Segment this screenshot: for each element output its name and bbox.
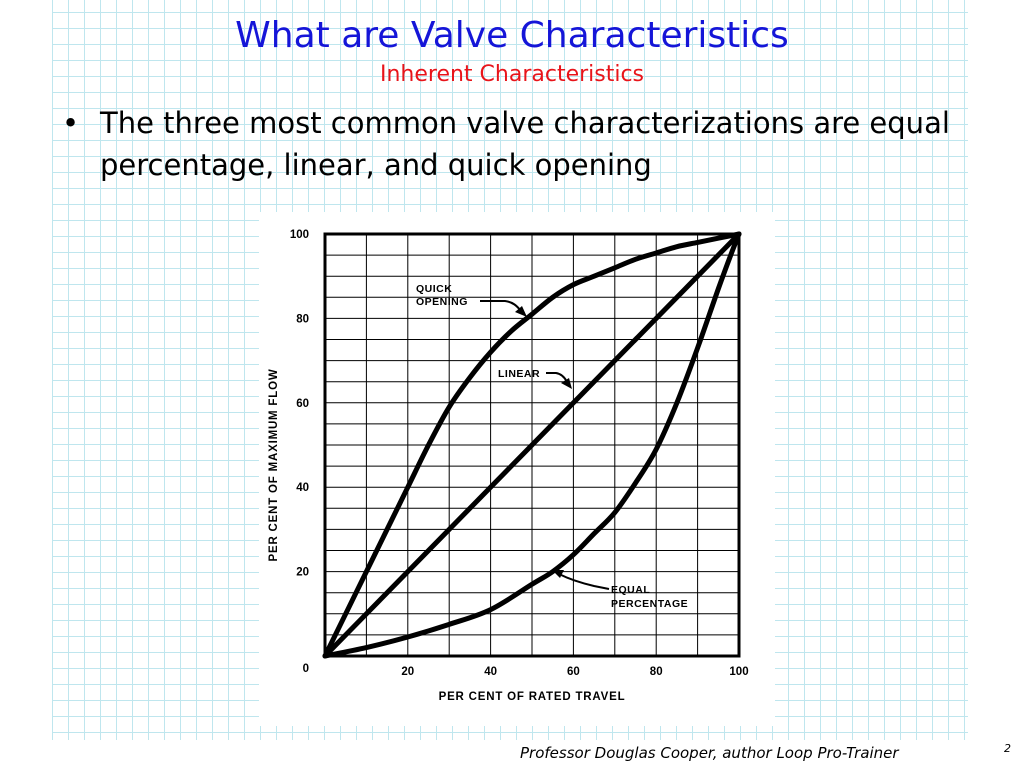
page-number: 2 — [1004, 742, 1011, 755]
quick-opening-leader — [480, 300, 522, 312]
chart-series — [322, 231, 742, 659]
y-tick-label: 20 — [296, 567, 309, 579]
x-tick-label: 100 — [729, 666, 748, 678]
series-line-quick-opening — [322, 231, 742, 659]
series-line-equal-percentage — [322, 231, 742, 659]
margin-left — [0, 0, 52, 768]
margin-bottom — [0, 740, 1024, 768]
equal-percentage-leader — [558, 573, 610, 590]
valve-characteristics-chart: 20 40 60 80 100 0 20 40 60 80 100 PER CENT OF MAXI… — [259, 212, 775, 726]
quick-opening-arrowhead — [515, 306, 527, 317]
label-quick-opening-line2: OPENING — [416, 296, 468, 308]
y-tick-label: 0 — [303, 663, 309, 675]
footer-credit: Professor Douglas Cooper, author Loop Pr… — [520, 744, 899, 762]
slide-title: What are Valve Characteristics — [235, 15, 789, 56]
y-tick-label: 100 — [290, 229, 309, 241]
x-tick-label: 60 — [567, 666, 580, 678]
label-equal-percentage-line2: PERCENTAGE — [611, 598, 688, 610]
plot-frame — [323, 232, 741, 658]
series-line-linear — [322, 231, 742, 659]
label-quick-opening-line1: QUICK — [416, 283, 452, 295]
equal-percentage-arrowhead — [552, 570, 564, 578]
linear-arrowhead — [561, 378, 572, 389]
chart-grid — [325, 234, 739, 656]
x-tick-label: 80 — [650, 666, 663, 678]
x-axis-label: PER CENT OF RATED TRAVEL — [439, 691, 626, 703]
x-tick-label: 40 — [484, 666, 497, 678]
label-linear: LINEAR — [498, 368, 572, 389]
y-tick-label: 40 — [296, 482, 309, 494]
label-equal-percentage-line1: EQUAL — [611, 584, 650, 596]
bullet-text: The three most common valve characteriza… — [100, 106, 950, 182]
label-equal-percentage: EQUAL PERCENTAGE — [552, 570, 688, 610]
slide-subtitle: Inherent Characteristics — [379, 62, 645, 87]
chart-ticks: 20 40 60 80 100 0 20 40 60 80 100 — [290, 229, 749, 678]
x-tick-label: 20 — [401, 666, 414, 678]
bullet-marker: • — [62, 106, 80, 140]
linear-leader — [546, 372, 568, 383]
label-linear-text: LINEAR — [498, 368, 540, 380]
y-tick-label: 60 — [296, 398, 309, 410]
margin-right — [968, 0, 1024, 768]
chart-svg: 20 40 60 80 100 0 20 40 60 80 100 PER CENT OF MAXI… — [268, 229, 749, 703]
y-tick-label: 80 — [296, 313, 309, 325]
label-quick-opening: QUICK OPENING — [416, 283, 527, 317]
y-axis-label: PER CENT OF MAXIMUM FLOW — [268, 369, 280, 562]
